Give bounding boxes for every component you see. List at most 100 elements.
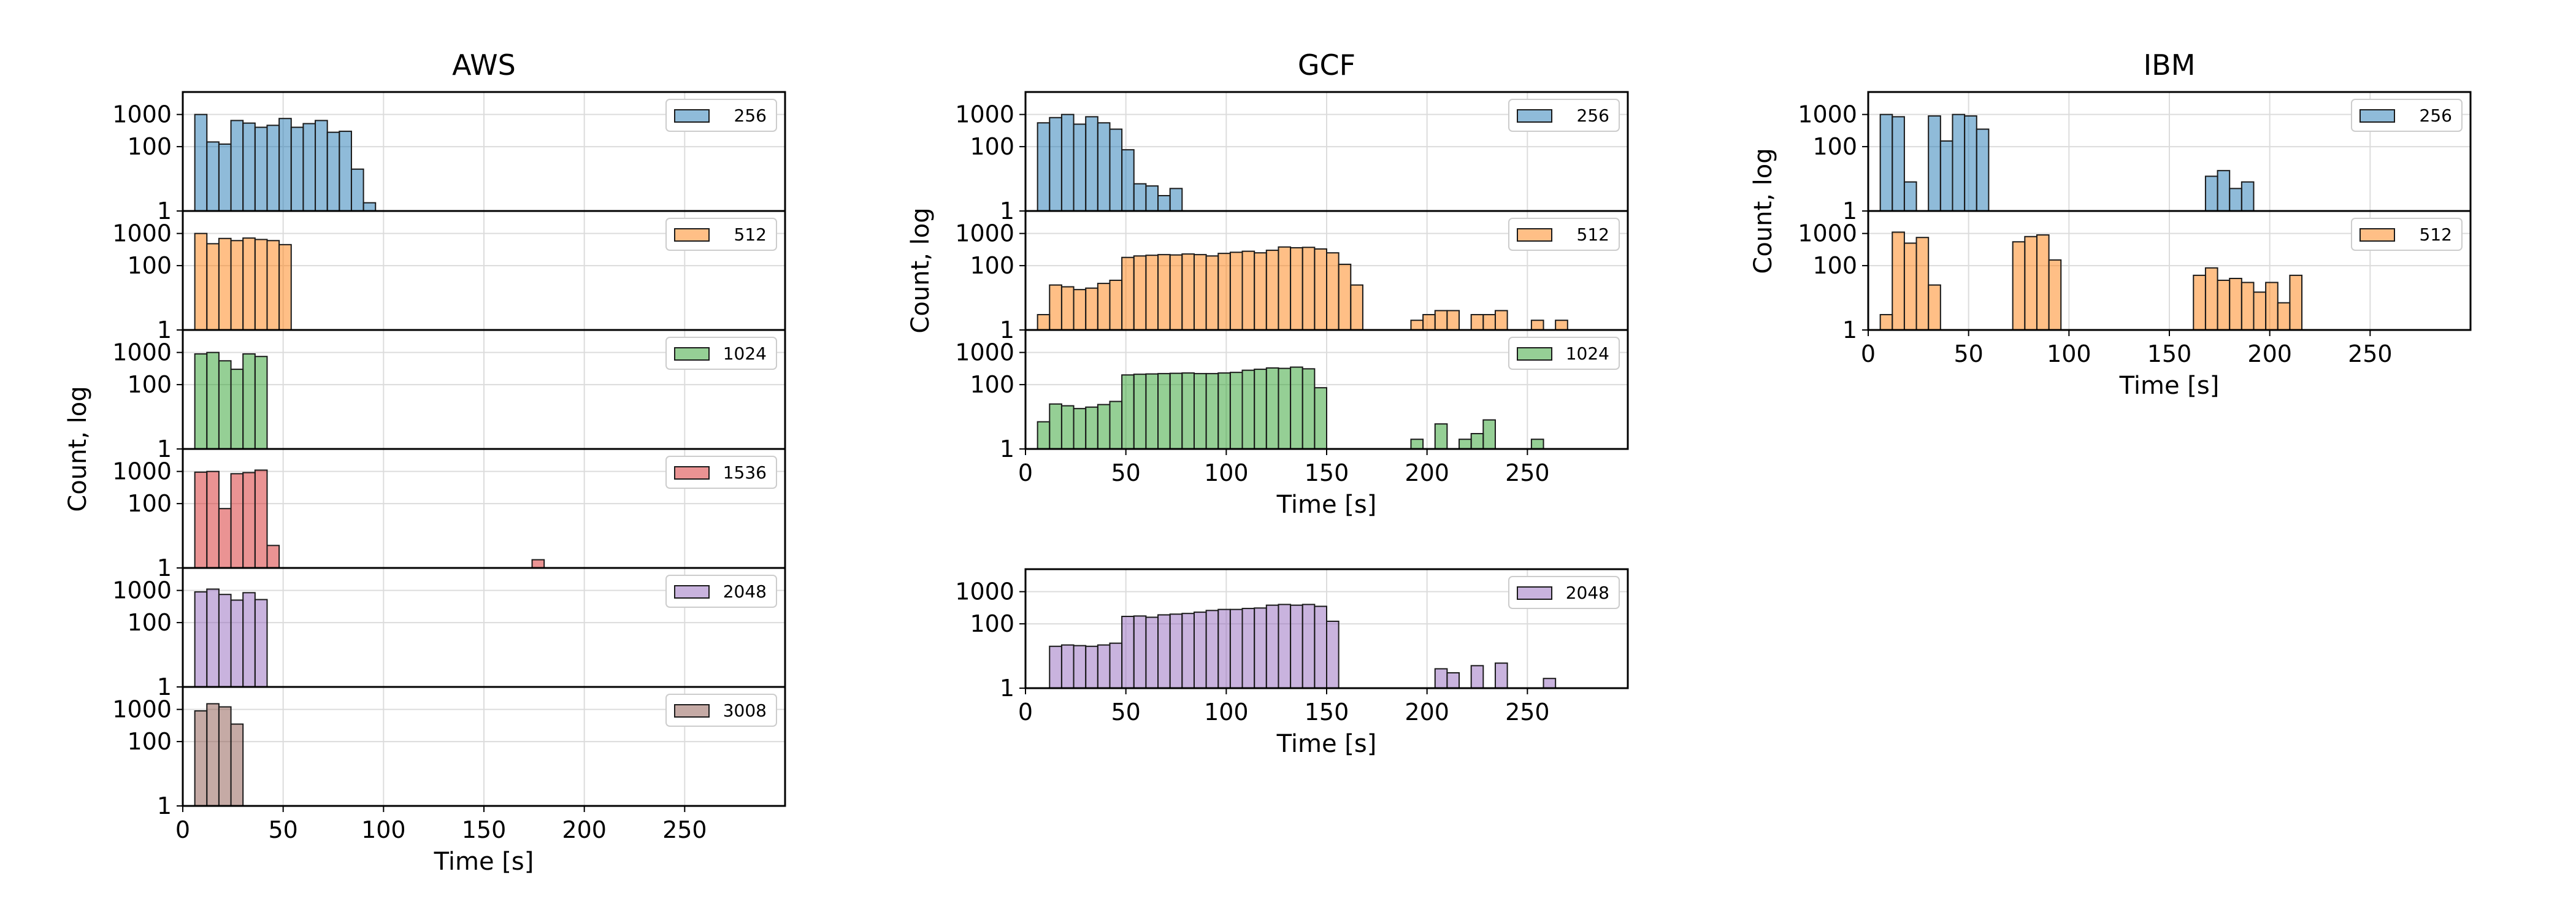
y-tick-label: 100	[127, 728, 172, 755]
bar-aws-1536	[531, 559, 545, 569]
x-tick-label: 250	[1505, 699, 1550, 726]
x-tick-label: 250	[2348, 340, 2393, 367]
legend-swatch	[2359, 228, 2395, 242]
bar-gcf-1024	[1205, 373, 1219, 450]
bar-aws-256	[326, 131, 340, 212]
bar-gcf-2048	[1169, 613, 1183, 689]
bar-aws-512	[230, 240, 244, 331]
bar-gcf-512	[1326, 252, 1340, 331]
legend-box	[1508, 337, 1620, 370]
bar-gcf-512	[1254, 252, 1267, 331]
bar-aws-512	[266, 240, 280, 331]
bar-gcf-512	[1338, 263, 1352, 331]
legend-512: 512	[665, 218, 777, 251]
bar-gcf-2048	[1254, 607, 1267, 689]
bar-gcf-2048	[1290, 604, 1303, 689]
legend-1024: 1024	[1508, 337, 1620, 370]
y-tick-label: 1000	[112, 220, 172, 247]
y-tick-label: 100	[127, 252, 172, 279]
bar-aws-1536	[230, 473, 244, 569]
y-tick-label: 1	[1842, 316, 1857, 343]
bar-gcf-2048	[1073, 645, 1087, 689]
x-tick-label: 150	[2147, 340, 2192, 367]
bar-ibm-256	[2217, 170, 2231, 212]
bar-gcf-512	[1446, 310, 1460, 331]
bar-ibm-512	[2012, 241, 2026, 331]
y-axis-label-ibm: Count, log	[1749, 148, 1777, 274]
bar-gcf-2048	[1085, 645, 1098, 689]
bar-gcf-1024	[1265, 367, 1279, 450]
bar-ibm-256	[1939, 140, 1953, 212]
bar-gcf-2048	[1326, 620, 1340, 689]
bar-gcf-1024	[1290, 366, 1303, 450]
bar-gcf-1024	[1193, 373, 1207, 450]
bar-gcf-512	[1470, 313, 1484, 331]
subplot-aws-256: 1 100 1000 256	[112, 91, 786, 224]
y-tick-label: 1000	[955, 220, 1014, 247]
bar-aws-2048	[254, 599, 268, 688]
legend-swatch	[1517, 109, 1552, 123]
x-tick-label: 50	[1111, 699, 1140, 726]
x-axis-label: Time [s]	[1276, 491, 1377, 519]
bar-ibm-512	[2217, 280, 2231, 331]
bar-gcf-1024	[1181, 372, 1195, 450]
subplot-gcf-512: 1 100 1000 512	[955, 210, 1629, 343]
bar-gcf-1024	[1470, 432, 1484, 450]
bar-gcf-512	[1229, 251, 1243, 331]
bar-gcf-256	[1109, 128, 1123, 212]
bar-gcf-256	[1145, 185, 1159, 212]
bar-aws-256	[242, 122, 256, 212]
bar-gcf-2048	[1145, 616, 1159, 689]
subplot-ibm-256: 1 100 1000 256	[1798, 91, 2472, 224]
x-tick-label: 150	[1305, 459, 1349, 486]
y-tick-label: 1000	[1798, 101, 1857, 128]
bar-gcf-256	[1169, 188, 1183, 212]
x-tick-label: 0	[1018, 459, 1033, 486]
legend-swatch	[674, 585, 710, 599]
panel-title-ibm: IBM	[2144, 48, 2196, 82]
bar-ibm-512	[2229, 277, 2242, 331]
bar-ibm-512	[2289, 274, 2303, 331]
bar-aws-256	[254, 126, 268, 212]
y-tick-label: 100	[970, 252, 1014, 279]
bar-gcf-256	[1085, 116, 1098, 212]
bar-aws-1536	[242, 472, 256, 569]
x-axis-label: Time [s]	[1276, 730, 1377, 758]
bar-gcf-2048	[1265, 604, 1279, 689]
x-tick-label: 200	[1405, 459, 1449, 486]
legend-box	[1508, 99, 1620, 132]
legend-box	[2351, 99, 2463, 132]
legend-swatch	[1517, 347, 1552, 361]
bar-gcf-512	[1073, 289, 1087, 331]
bar-aws-3008	[230, 723, 244, 807]
legend-label: 1024	[1566, 343, 1609, 364]
bar-gcf-512	[1121, 256, 1135, 331]
bar-gcf-512	[1133, 255, 1147, 331]
y-tick-label: 1	[157, 554, 172, 581]
y-axis-label-gcf: Count, log	[907, 207, 935, 333]
y-tick-label: 100	[1812, 252, 1857, 279]
y-tick-label: 100	[970, 133, 1014, 160]
bar-aws-256	[362, 202, 377, 212]
legend-512: 512	[1508, 218, 1620, 251]
bar-ibm-512	[1892, 231, 1905, 331]
bar-gcf-2048	[1434, 668, 1448, 689]
bar-gcf-512	[1530, 320, 1544, 331]
bar-gcf-2048	[1229, 608, 1243, 689]
bar-aws-2048	[230, 599, 244, 688]
legend-swatch	[1517, 228, 1552, 242]
y-tick-label: 1	[157, 435, 172, 462]
bar-ibm-512	[2193, 274, 2206, 331]
x-tick-label: 50	[268, 816, 297, 843]
legend-box	[665, 575, 777, 608]
bar-gcf-2048	[1314, 605, 1328, 689]
panel-title-aws: AWS	[452, 48, 516, 82]
bar-gcf-2048	[1205, 610, 1219, 689]
x-tick-label: 200	[1405, 699, 1449, 726]
legend-box	[1508, 218, 1620, 251]
bar-ibm-512	[2048, 259, 2062, 331]
y-tick-label: 1000	[112, 696, 172, 723]
bar-aws-256	[350, 168, 364, 212]
y-tick-label: 1000	[955, 339, 1014, 366]
